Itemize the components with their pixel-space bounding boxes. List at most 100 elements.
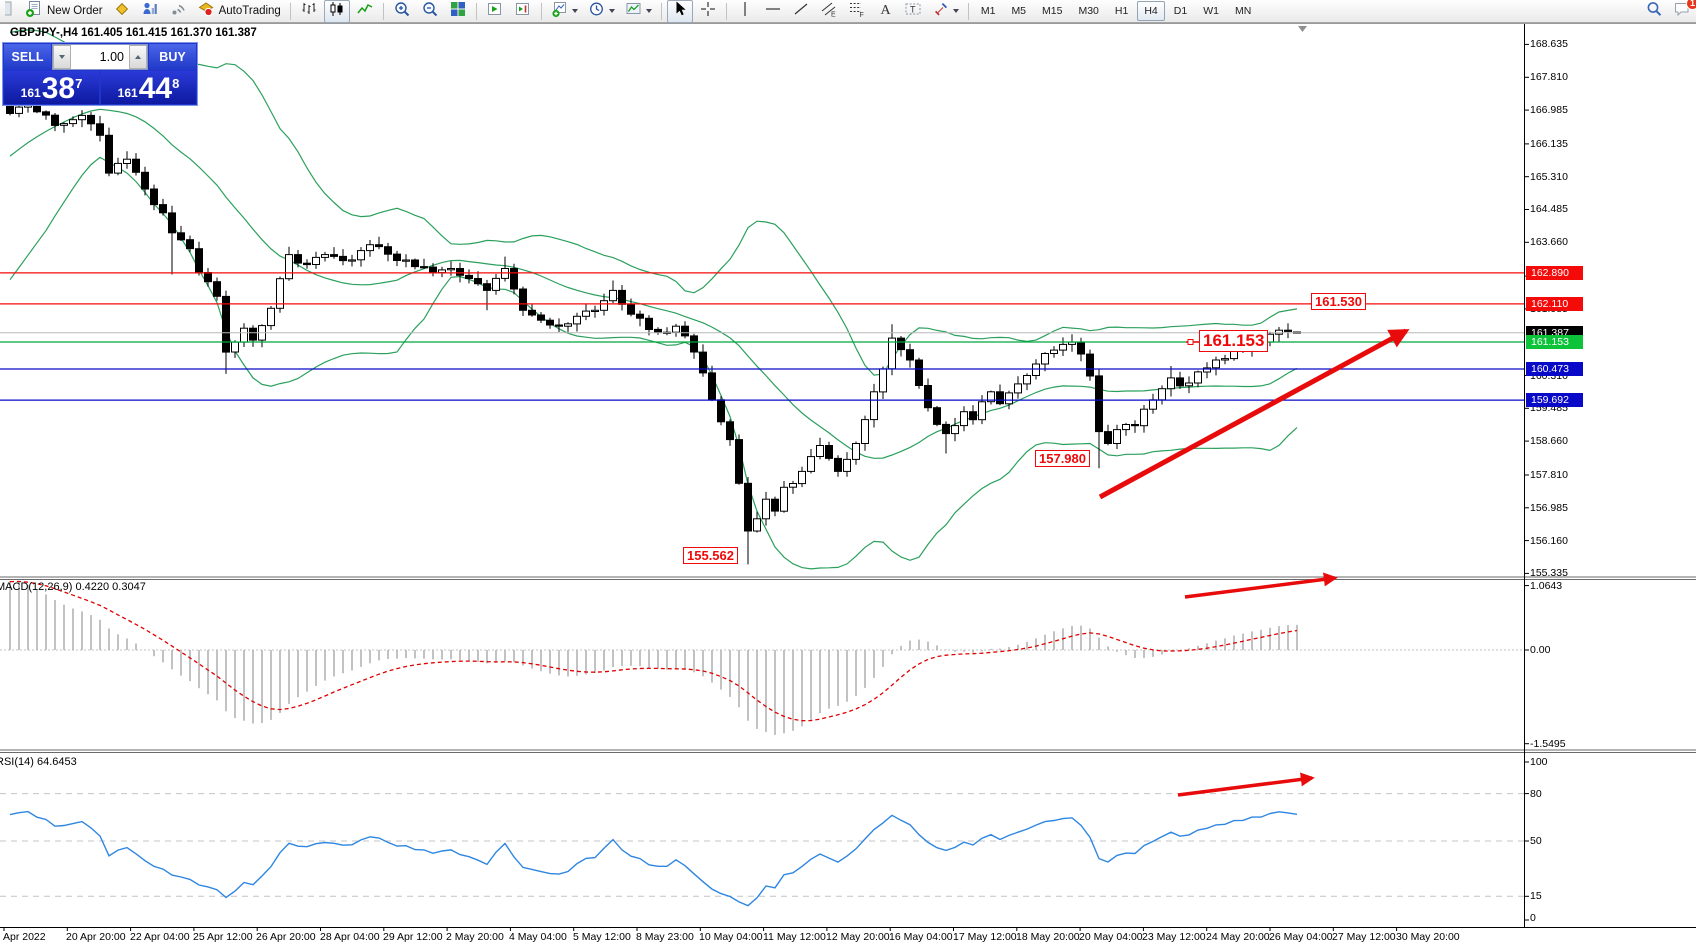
candlestick-chart-icon — [328, 0, 346, 23]
chevron-up-icon — [135, 55, 141, 59]
svg-text:A: A — [880, 3, 891, 18]
crosshair-icon[interactable] — [695, 0, 721, 23]
data-window-icon — [141, 0, 159, 23]
price-tag: 159.692 — [1526, 393, 1583, 407]
chart-annotation-155562[interactable]: 155.562 — [683, 547, 738, 564]
macd-label: MACD(12,26,9) 0.4220 0.3047 — [0, 581, 146, 593]
timeframe-m1[interactable]: M1 — [980, 5, 996, 17]
text-icon[interactable]: A — [872, 0, 898, 23]
timeframe-h4[interactable]: H4 — [1137, 1, 1165, 21]
trendline-icon — [792, 0, 810, 23]
zoom-out-icon[interactable] — [417, 0, 443, 23]
timeframe-m5[interactable]: M5 — [1011, 5, 1027, 17]
time-axis-label: 28 Apr 04:00 — [320, 931, 380, 943]
time-axis-label: 26 Apr 20:00 — [256, 931, 316, 943]
search-icon — [1645, 0, 1663, 23]
new-order-button[interactable]: New Order — [21, 0, 107, 23]
price-axis-label: 166.985 — [1530, 104, 1568, 116]
volume-input[interactable] — [71, 45, 129, 69]
time-axis-label: 10 May 04:00 — [699, 931, 763, 943]
trendline-icon[interactable] — [788, 0, 814, 23]
sell-button[interactable]: SELL — [4, 44, 51, 70]
text-label-icon[interactable]: T — [900, 0, 926, 23]
price-tag: 161.153 — [1526, 335, 1583, 349]
horizontal-line-icon[interactable] — [760, 0, 786, 23]
time-axis-label: 26 May 04:00 — [1269, 931, 1333, 943]
timeframe-h1[interactable]: H1 — [1114, 5, 1129, 17]
bollinger-band — [9, 108, 1298, 459]
fibonacci-icon[interactable]: F — [844, 0, 870, 23]
time-axis-label: 4 May 04:00 — [509, 931, 567, 943]
macd-axis-label: -1.5495 — [1530, 738, 1566, 750]
macd-panel[interactable] — [0, 580, 1524, 749]
zoom-in-icon[interactable] — [389, 0, 415, 23]
time-axis-label: 18 May 20:00 — [1016, 931, 1080, 943]
price-axis-label: 166.135 — [1530, 138, 1568, 150]
rsi-panel[interactable] — [0, 753, 1524, 926]
templates-icon[interactable] — [621, 0, 656, 23]
chart-shift-icon[interactable] — [510, 0, 536, 23]
time-axis-label: Apr 2022 — [3, 931, 46, 943]
timeframe-d1[interactable]: D1 — [1173, 5, 1188, 17]
chart-annotation-161153[interactable]: 161.153 — [1199, 330, 1269, 352]
toolbar-separator — [475, 2, 477, 20]
buy-button[interactable]: BUY — [149, 44, 196, 70]
text-icon: A — [876, 0, 894, 23]
signals-icon[interactable] — [165, 0, 191, 23]
market-watch-icon[interactable] — [109, 0, 135, 23]
timeframe-m15[interactable]: M15 — [1042, 5, 1063, 17]
data-window-icon[interactable] — [137, 0, 163, 23]
toolbar-separator — [660, 2, 662, 20]
volume-decrease-button[interactable] — [53, 45, 71, 69]
market-watch-icon — [113, 0, 131, 23]
tile-windows-icon — [449, 0, 467, 23]
sell-price-handle: 161 — [20, 86, 41, 100]
toolbar-separator — [540, 2, 542, 20]
equidistant-channel-icon[interactable]: E — [816, 0, 842, 23]
toolbar-separator — [382, 2, 384, 20]
toolbar-separator — [289, 2, 291, 20]
timeframe-mn[interactable]: MN — [1234, 5, 1252, 17]
chart-annotation-161530[interactable]: 161.530 — [1311, 293, 1366, 310]
new-chart-icon[interactable] — [547, 0, 582, 23]
time-axis-label: 24 May 20:00 — [1206, 931, 1270, 943]
time-axis-label: 27 May 12:00 — [1332, 931, 1396, 943]
volume-increase-button[interactable] — [129, 45, 147, 69]
profiles-icon[interactable] — [584, 0, 619, 23]
chart-title: GBPJPY-,H4 161.405 161.415 161.370 161.3… — [10, 27, 257, 39]
buy-price[interactable]: 161 44 8 — [101, 71, 196, 104]
time-axis-label: 2 May 20:00 — [446, 931, 504, 943]
price-tag: 160.473 — [1526, 362, 1583, 376]
auto-scroll-icon[interactable] — [482, 0, 508, 23]
line-chart-icon[interactable] — [352, 0, 378, 23]
rsi-label: RSI(14) 64.6453 — [0, 756, 77, 768]
cursor-icon[interactable] — [666, 0, 693, 23]
svg-text:E: E — [831, 11, 836, 18]
sell-price[interactable]: 161 38 7 — [4, 71, 99, 104]
bars-chart-icon[interactable] — [296, 0, 322, 23]
autotrading-button[interactable]: AutoTrading — [193, 0, 285, 23]
zoom-out-icon — [421, 0, 439, 23]
rsi-axis-label: 100 — [1530, 756, 1548, 768]
main-chart-area[interactable] — [0, 24, 1524, 577]
line-chart-icon — [356, 0, 374, 23]
search-icon[interactable] — [1641, 0, 1667, 23]
price-axis-label: 168.635 — [1530, 38, 1568, 50]
arrows-icon[interactable] — [928, 0, 963, 23]
chart-annotation-157980[interactable]: 157.980 — [1035, 450, 1090, 467]
timeframe-w1[interactable]: W1 — [1203, 5, 1219, 17]
auto-scroll-icon — [486, 0, 504, 23]
price-tag: 162.890 — [1526, 266, 1583, 280]
timeframe-m30[interactable]: M30 — [1078, 5, 1099, 17]
vertical-line-icon[interactable] — [732, 0, 758, 23]
svg-text:F: F — [859, 12, 863, 18]
price-axis-label: 155.335 — [1530, 567, 1568, 579]
tile-windows-icon[interactable] — [445, 0, 471, 23]
candlestick-chart-icon[interactable] — [323, 0, 350, 23]
chat-icon[interactable]: 1 — [1669, 0, 1696, 23]
chevron-down-icon — [571, 9, 578, 13]
price-axis-label: 156.985 — [1530, 502, 1568, 514]
price-axis-label: 158.660 — [1530, 435, 1568, 447]
